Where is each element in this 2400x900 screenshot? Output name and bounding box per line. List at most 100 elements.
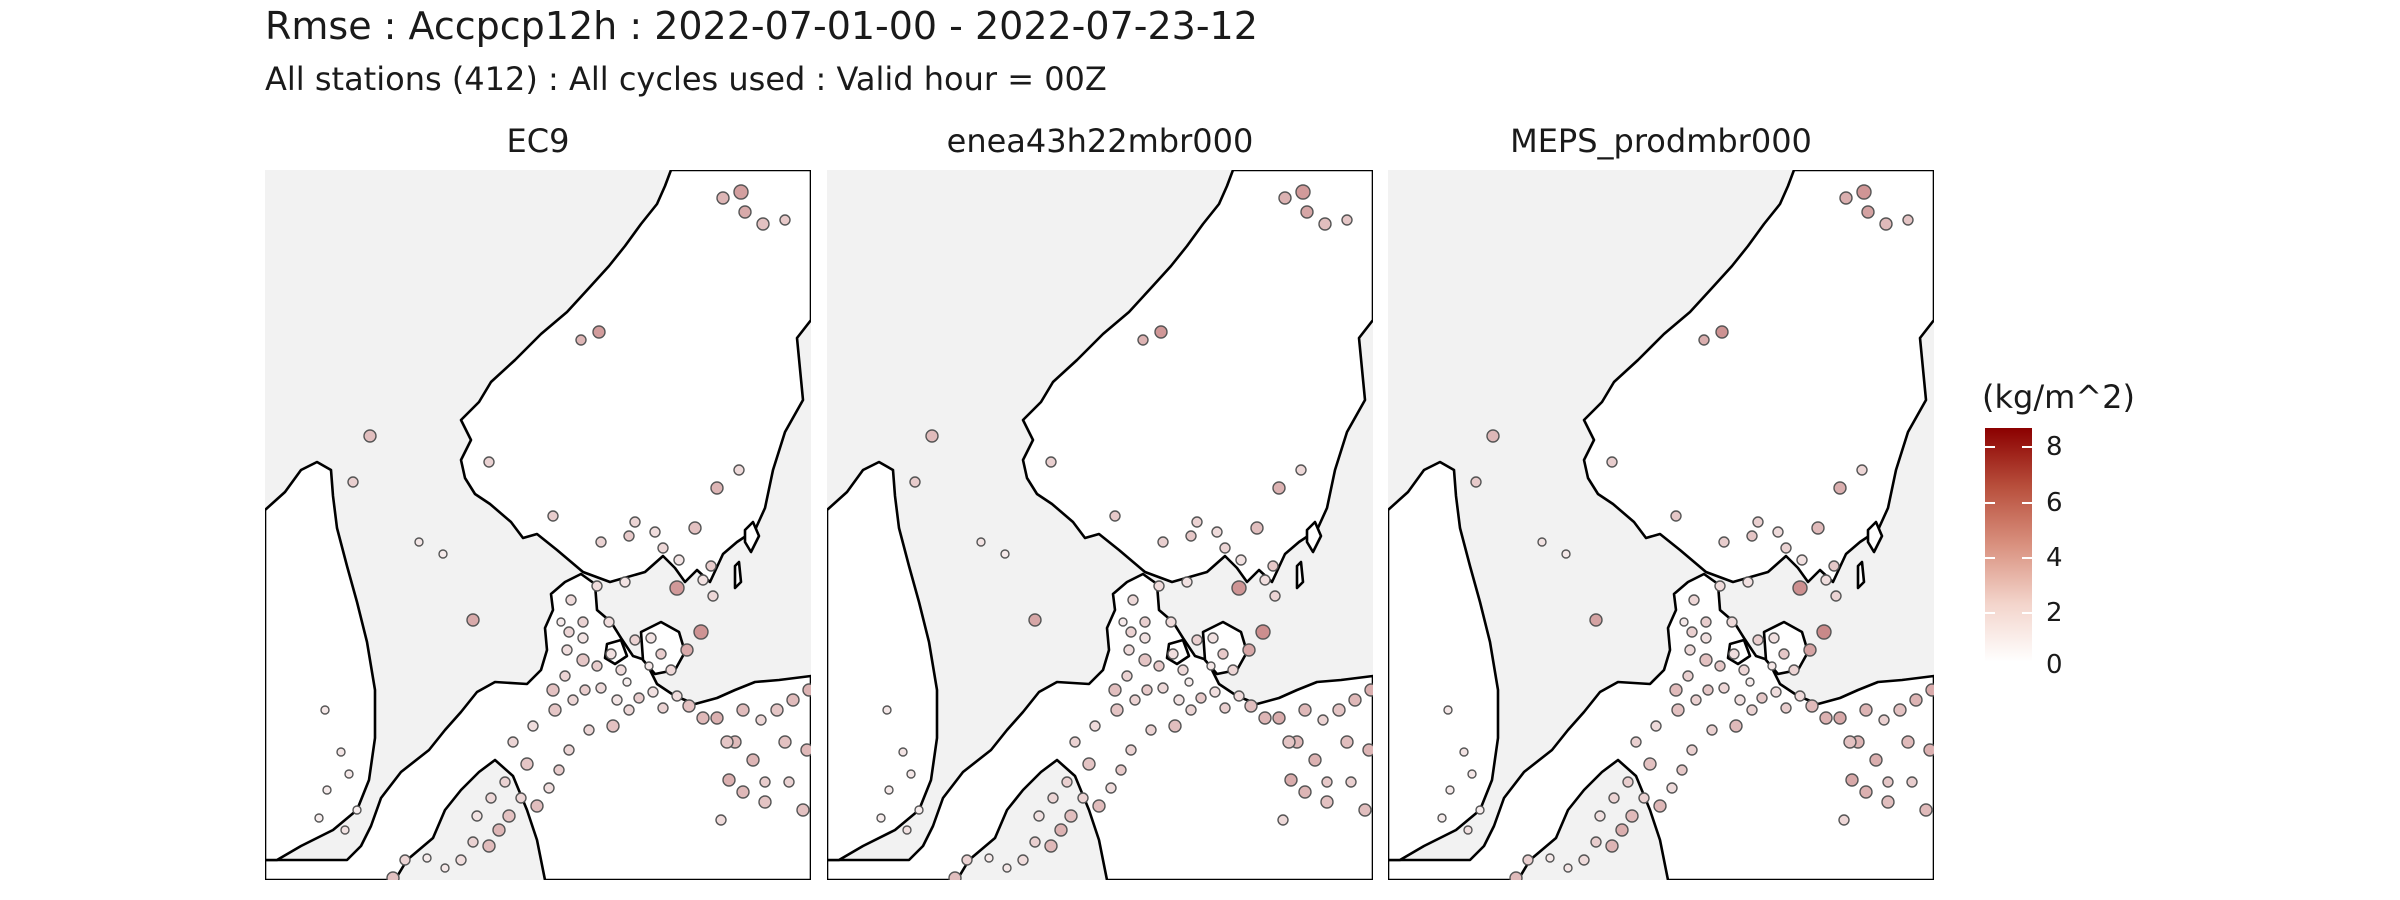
station-marker <box>779 214 791 226</box>
station-marker <box>746 753 760 767</box>
station-marker <box>786 693 800 707</box>
station-marker <box>925 429 939 443</box>
station-marker <box>1925 683 1934 697</box>
station-marker <box>1069 736 1081 748</box>
station-marker <box>1127 594 1139 606</box>
station-marker <box>1878 714 1890 726</box>
station-marker <box>1259 574 1271 586</box>
station-marker <box>547 510 559 522</box>
station-marker <box>1167 648 1179 660</box>
station-marker <box>1105 782 1117 794</box>
station-marker <box>603 616 615 628</box>
station-marker <box>733 464 745 476</box>
station-marker <box>1686 744 1698 756</box>
land-outline <box>733 560 743 590</box>
chart-title: Rmse : Accpcp12h : 2022-07-01-00 - 2022-… <box>265 4 1258 48</box>
station-marker <box>1702 684 1714 696</box>
station-marker <box>715 814 727 826</box>
station-marker <box>697 574 709 586</box>
station-marker <box>485 792 497 804</box>
station-marker <box>1882 776 1894 788</box>
station-marker <box>1728 648 1740 660</box>
station-marker <box>1470 476 1482 488</box>
station-marker <box>1879 217 1893 231</box>
legend-tick <box>1985 664 1995 666</box>
station-marker <box>1901 735 1915 749</box>
station-marker <box>1714 660 1726 672</box>
station-marker <box>1545 853 1555 863</box>
station-marker <box>1638 792 1650 804</box>
legend-colorbar <box>1985 428 2032 662</box>
station-marker <box>1340 735 1354 749</box>
station-marker <box>492 823 506 837</box>
station-marker <box>1077 792 1089 804</box>
station-marker <box>1881 795 1895 809</box>
station-marker <box>756 217 770 231</box>
station-marker <box>1780 542 1792 554</box>
station-marker <box>1298 703 1312 717</box>
station-marker <box>720 735 734 749</box>
station-marker <box>1906 776 1918 788</box>
station-marker <box>1698 334 1710 346</box>
station-marker <box>623 530 635 542</box>
station-marker <box>1137 334 1149 346</box>
station-marker <box>1345 776 1357 788</box>
station-marker <box>1830 590 1842 602</box>
station-marker <box>1233 690 1245 702</box>
station-marker <box>438 549 448 559</box>
station-marker <box>1630 736 1642 748</box>
station-marker <box>707 590 719 602</box>
station-marker <box>507 736 519 748</box>
station-marker <box>1714 580 1726 592</box>
station-marker <box>682 699 696 713</box>
station-marker <box>1235 554 1247 566</box>
station-marker <box>1738 664 1750 676</box>
station-marker <box>1828 560 1840 572</box>
station-marker <box>902 825 912 835</box>
station-marker <box>1258 711 1272 725</box>
station-marker <box>1308 753 1322 767</box>
map-panel-ec9 <box>265 170 811 880</box>
station-marker <box>1209 686 1221 698</box>
station-marker <box>633 692 645 704</box>
station-marker <box>615 664 627 676</box>
station-marker <box>1250 521 1264 535</box>
station-marker <box>1643 757 1657 771</box>
station-marker <box>611 694 623 706</box>
station-marker <box>1578 854 1590 866</box>
station-marker <box>1364 683 1373 697</box>
station-marker <box>710 711 724 725</box>
station-marker <box>553 764 565 776</box>
station-marker <box>755 714 767 726</box>
station-marker <box>1699 653 1713 667</box>
station-marker <box>1284 773 1298 787</box>
station-marker <box>314 813 324 823</box>
station-marker <box>1255 624 1271 640</box>
station-marker <box>1893 703 1907 717</box>
legend-label-6: 6 <box>2046 488 2063 518</box>
land-outline <box>1295 560 1305 590</box>
station-marker <box>1838 814 1850 826</box>
station-marker <box>1605 839 1619 853</box>
legend-tick <box>2022 446 2032 448</box>
station-marker <box>1173 694 1185 706</box>
station-marker <box>1594 810 1606 822</box>
station-marker <box>657 542 669 554</box>
station-marker <box>1191 634 1203 646</box>
legend-tick <box>2022 502 2032 504</box>
station-marker <box>1467 769 1477 779</box>
station-marker <box>515 792 527 804</box>
station-marker <box>583 724 595 736</box>
station-marker <box>976 537 986 547</box>
legend-tick <box>1985 446 1995 448</box>
station-marker <box>575 334 587 346</box>
panel-title-meps: MEPS_prodmbr000 <box>1510 122 1812 160</box>
station-marker <box>778 735 792 749</box>
station-marker <box>1859 785 1873 799</box>
station-marker <box>455 854 467 866</box>
station-marker <box>1856 184 1872 200</box>
station-marker <box>1475 805 1485 815</box>
station-marker <box>1589 613 1603 627</box>
land-outline <box>1021 170 1373 584</box>
station-marker <box>1141 684 1153 696</box>
